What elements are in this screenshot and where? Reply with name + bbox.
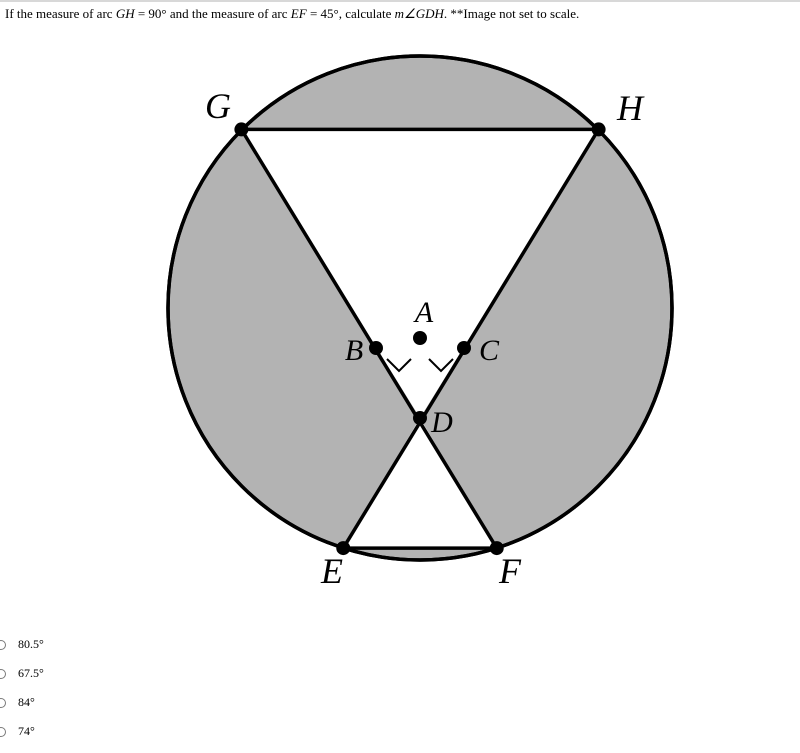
q-gh: GH	[116, 6, 135, 21]
option-label: 80.5°	[18, 637, 44, 652]
q-suffix: . **Image not set to scale.	[444, 6, 579, 21]
q-part: = 45°, calculate	[307, 6, 395, 21]
radio-icon[interactable]	[0, 698, 6, 708]
q-part: If the measure of arc	[5, 6, 116, 21]
point-C	[457, 341, 471, 355]
option-row[interactable]: 67.5°	[0, 666, 44, 681]
radio-icon[interactable]	[0, 640, 6, 650]
top-divider	[0, 0, 800, 2]
label-F: F	[498, 551, 522, 588]
label-C: C	[479, 334, 500, 367]
option-row[interactable]: 84°	[0, 695, 44, 710]
point-G	[234, 122, 248, 136]
label-E: E	[320, 551, 343, 588]
q-angle: m∠GDH	[395, 6, 444, 21]
label-H: H	[616, 88, 645, 128]
radio-icon[interactable]	[0, 727, 6, 737]
question-text: If the measure of arc GH = 90° and the m…	[5, 6, 579, 22]
option-label: 67.5°	[18, 666, 44, 681]
option-label: 74°	[18, 724, 35, 739]
point-A	[413, 331, 427, 345]
answer-options: 80.5° 67.5° 84° 74°	[0, 637, 44, 753]
option-label: 84°	[18, 695, 35, 710]
label-G: G	[205, 86, 231, 126]
label-B: B	[345, 334, 363, 367]
point-B	[369, 341, 383, 355]
point-H	[592, 122, 606, 136]
label-D: D	[430, 406, 453, 439]
radio-icon[interactable]	[0, 669, 6, 679]
q-part: = 90° and the measure of arc	[135, 6, 291, 21]
label-A: A	[413, 296, 434, 329]
option-row[interactable]: 74°	[0, 724, 44, 739]
geometry-diagram: G H E F A B C D	[140, 28, 700, 588]
option-row[interactable]: 80.5°	[0, 637, 44, 652]
point-D	[413, 411, 427, 425]
q-ef: EF	[291, 6, 307, 21]
